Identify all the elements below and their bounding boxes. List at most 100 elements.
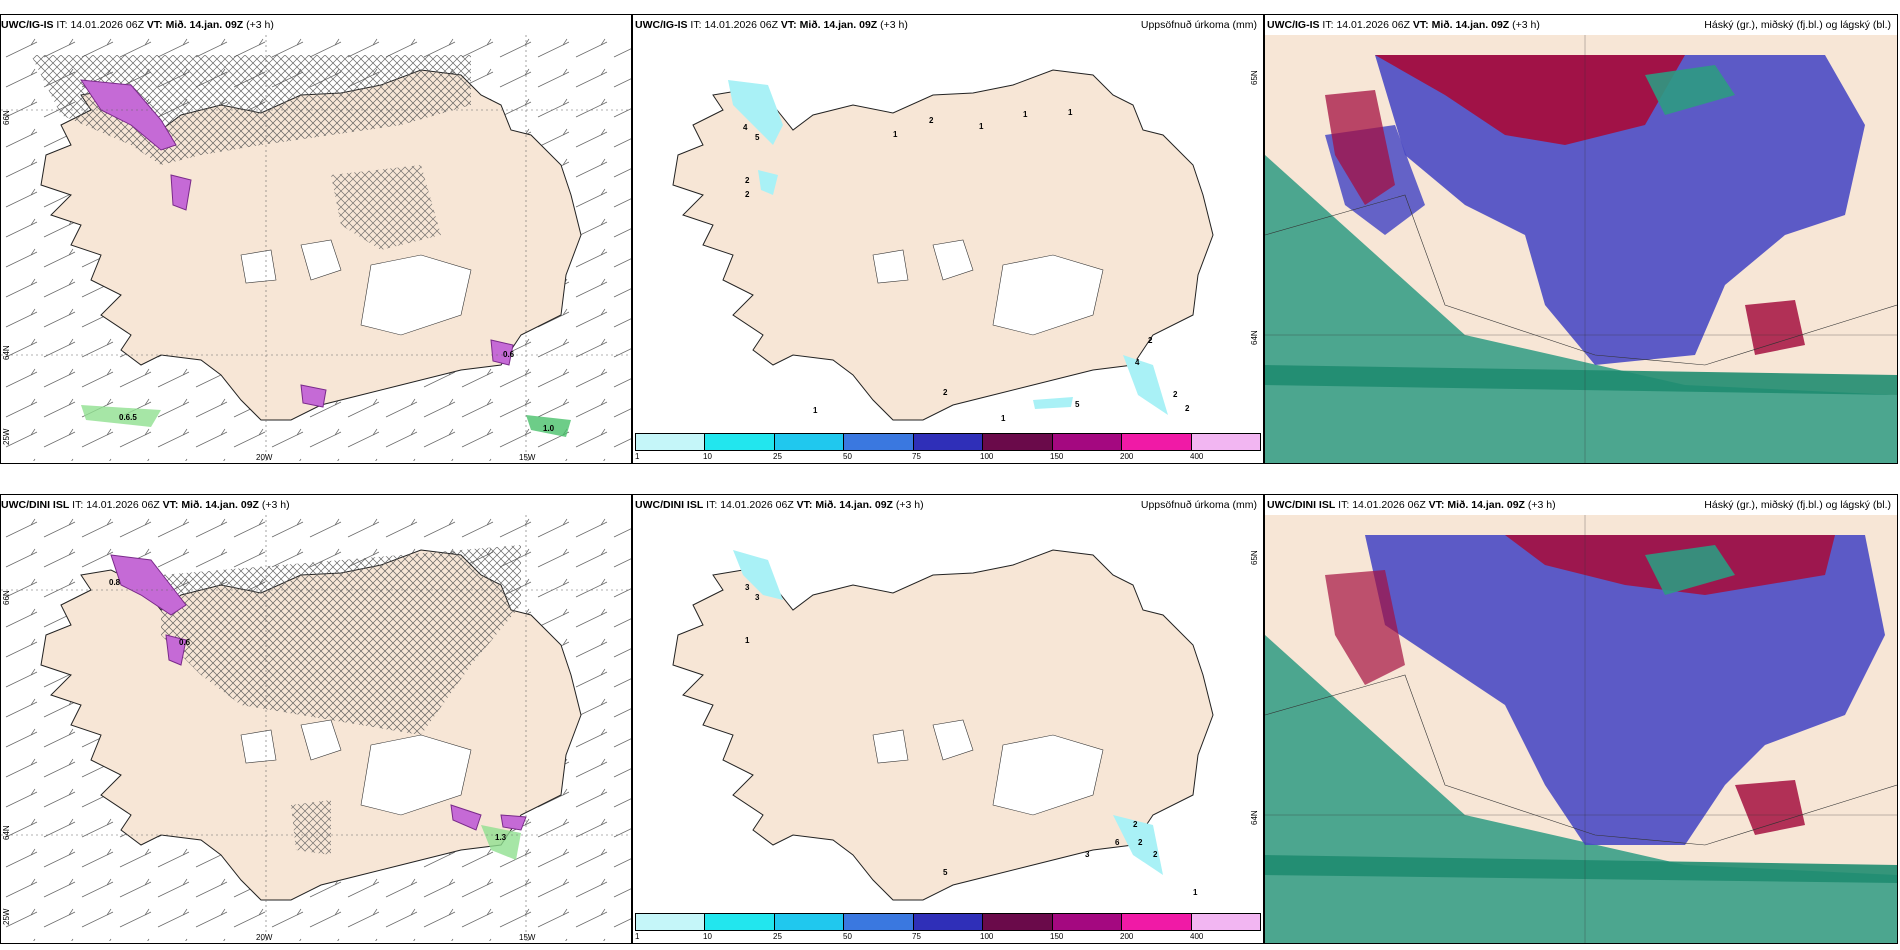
precip-green xyxy=(481,825,521,860)
precip-value: 1 xyxy=(745,636,750,645)
high-cloud xyxy=(1325,90,1395,205)
colorbar-swatch xyxy=(913,434,984,450)
precip-value: 1 xyxy=(1023,110,1028,119)
colorbar-swatch xyxy=(1122,434,1192,450)
precip-value: 1 xyxy=(893,130,898,139)
precip-cyan xyxy=(728,80,783,145)
colorbar-swatch xyxy=(844,914,914,930)
precip-value: 2 xyxy=(1138,838,1143,847)
hatched-area xyxy=(161,545,521,735)
colorbar-labels: 1 10 25 50 75 100 150 200 400 xyxy=(635,932,1261,942)
precip-cyan xyxy=(758,170,778,195)
lat-label: 66N xyxy=(2,110,11,125)
precip-green xyxy=(526,415,571,437)
model-name: UWC/DINI ISL xyxy=(1267,499,1336,511)
precip-cyan xyxy=(1033,397,1073,409)
colorbar-label: 1 xyxy=(635,932,640,941)
precip-colorbar xyxy=(635,913,1261,931)
precip-title: Uppsöfnuð úrkoma (mm) xyxy=(1140,499,1257,511)
weather-panel-row1: UWC/IG-IS IT: 14.01.2026 06Z VT: Mið. 14… xyxy=(0,14,632,464)
colorbar-label: 150 xyxy=(1050,452,1064,461)
high-cloud xyxy=(1375,55,1685,145)
model-name: UWC/DINI ISL xyxy=(1,499,70,511)
precip-value: 1 xyxy=(1193,888,1198,897)
colorbar-label: 50 xyxy=(843,932,852,941)
glacier xyxy=(872,249,909,284)
precip-value: 2 xyxy=(1148,336,1153,345)
wx-label: 0.6.5 xyxy=(119,413,137,422)
glacier xyxy=(300,719,342,761)
cloud-title: Háský (gr.), miðský (fj.bl.) og lágský (… xyxy=(1704,499,1891,511)
precip-value: 2 xyxy=(1173,390,1178,399)
precip-panel-row1: UWC/IG-IS IT: 14.01.2026 06Z VT: Mið. 14… xyxy=(632,14,1264,464)
model-name: UWC/IG-IS xyxy=(635,19,688,31)
lat-label: 65N xyxy=(1250,70,1259,85)
high-cloud xyxy=(1325,570,1405,685)
colorbar-label: 10 xyxy=(703,932,712,941)
precip-purple xyxy=(170,174,192,211)
cloud-panel-row1: UWC/IG-IS IT: 14.01.2026 06Z VT: Mið. 14… xyxy=(1264,14,1898,464)
cloud-title: Háský (gr.), miðský (fj.bl.) og lágský (… xyxy=(1704,19,1891,31)
colorbar-swatch xyxy=(705,434,775,450)
model-name: UWC/DINI ISL xyxy=(635,499,704,511)
lat-label: 64N xyxy=(1250,810,1259,825)
precip-value: 1 xyxy=(1001,414,1006,423)
colorbar-swatch xyxy=(913,914,984,930)
lon-label: 20W xyxy=(256,933,273,942)
high-cloud xyxy=(1735,780,1805,835)
precip-value: 2 xyxy=(943,388,948,397)
glacier-vatnajokull xyxy=(360,254,472,336)
lat-label: 64N xyxy=(2,345,11,360)
wx-label: 0.6 xyxy=(503,350,515,359)
precip-value: 4 xyxy=(1135,358,1140,367)
precip-cyan xyxy=(1123,355,1168,415)
cloud-map xyxy=(1265,35,1897,463)
panel-header: UWC/DINI ISL IT: 14.01.2026 06Z VT: Mið.… xyxy=(1,499,290,511)
precip-panel-row2: UWC/DINI ISL IT: 14.01.2026 06Z VT: Mið.… xyxy=(632,494,1264,944)
precip-value: 5 xyxy=(1075,400,1080,409)
weather-map: 0.6.5 0.6 1.0 xyxy=(1,35,631,461)
colorbar-swatch xyxy=(636,434,706,450)
precip-value: 5 xyxy=(943,868,948,877)
precip-purple xyxy=(110,554,187,616)
precip-value: 2 xyxy=(1133,820,1138,829)
panel-header: UWC/DINI ISL IT: 14.01.2026 06Z VT: Mið.… xyxy=(635,499,924,511)
low-cloud xyxy=(1645,65,1735,115)
low-cloud xyxy=(1265,855,1897,883)
colorbar-swatch xyxy=(774,914,845,930)
precip-value: 2 xyxy=(1153,850,1158,859)
lon-label: 15W xyxy=(519,453,536,462)
precip-cyan xyxy=(1113,815,1163,875)
colorbar-label: 50 xyxy=(843,452,852,461)
lon-label: 20W xyxy=(256,453,273,462)
precip-map: 3 3 1 3 6 2 2 2 1 5 xyxy=(672,549,1214,901)
glacier-hofsjokull xyxy=(240,249,277,284)
colorbar-label: 400 xyxy=(1190,452,1204,461)
precip-value: 1 xyxy=(979,122,984,131)
precip-value: 3 xyxy=(1085,850,1090,859)
colorbar-swatch xyxy=(1052,914,1123,930)
colorbar-label: 25 xyxy=(773,932,782,941)
precip-purple xyxy=(79,79,177,151)
colorbar-label: 75 xyxy=(912,932,921,941)
precip-colorbar xyxy=(635,433,1261,451)
precip-purple xyxy=(500,814,527,831)
colorbar-label: 25 xyxy=(773,452,782,461)
lon-label: 25W xyxy=(2,908,11,925)
precip-purple xyxy=(450,804,482,831)
glacier xyxy=(932,239,974,281)
colorbar-swatch xyxy=(1052,434,1123,450)
precip-green xyxy=(81,405,161,427)
wx-label: 0.6 xyxy=(179,638,191,647)
colorbar-swatch xyxy=(1122,914,1192,930)
wx-label: 0.8 xyxy=(109,578,121,587)
hatched-area xyxy=(291,800,331,855)
panel-header: UWC/DINI ISL IT: 14.01.2026 06Z VT: Mið.… xyxy=(1267,499,1556,511)
mid-cloud xyxy=(1365,535,1885,845)
weather-panel-row2: UWC/DINI ISL IT: 14.01.2026 06Z VT: Mið.… xyxy=(0,494,632,944)
low-cloud xyxy=(1645,545,1735,595)
precip-value: 2 xyxy=(1185,404,1190,413)
colorbar-label: 150 xyxy=(1050,932,1064,941)
lon-label: 15W xyxy=(519,933,536,942)
hatched-area xyxy=(331,165,441,250)
